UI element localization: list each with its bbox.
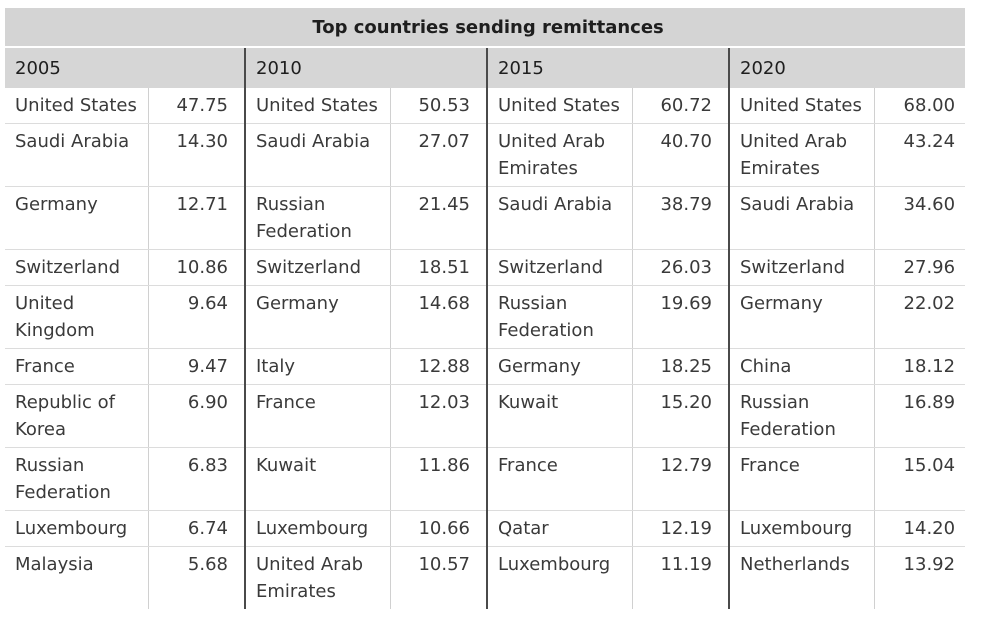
country-cell: Russian Federation xyxy=(5,447,148,511)
country-cell: Saudi Arabia xyxy=(245,123,390,187)
country-cell: China xyxy=(729,348,874,385)
country-cell: Russian Federation xyxy=(729,384,874,448)
value-cell: 19.69 xyxy=(631,285,730,349)
value-cell: 22.02 xyxy=(873,285,965,349)
country-cell: Germany xyxy=(5,186,148,250)
value-cell: 50.53 xyxy=(389,88,488,124)
table-row: Republic of Korea 6.90 France 12.03 Kuwait 15… xyxy=(5,384,965,448)
country-cell: United Kingdom xyxy=(5,285,148,349)
country-cell: Luxembourg xyxy=(729,510,874,547)
value-cell: 47.75 xyxy=(147,88,246,124)
value-cell: 12.71 xyxy=(147,186,246,250)
value-cell: 18.25 xyxy=(631,348,730,385)
table-row: Luxembourg 6.74 Luxembourg 10.66 Qatar 12.19 L… xyxy=(5,510,965,547)
country-cell: Germany xyxy=(487,348,632,385)
value-cell: 12.03 xyxy=(389,384,488,448)
country-cell: Switzerland xyxy=(487,249,632,286)
country-cell: United Arab Emirates xyxy=(729,123,874,187)
year-header: 2015 xyxy=(486,47,729,88)
table-row: France 9.47 Italy 12.88 Germany 18.25 China 18.… xyxy=(5,348,965,385)
country-cell: Kuwait xyxy=(245,447,390,511)
value-cell: 12.79 xyxy=(631,447,730,511)
value-cell: 10.57 xyxy=(389,546,488,609)
value-cell: 10.86 xyxy=(147,249,246,286)
value-cell: 43.24 xyxy=(873,123,965,187)
country-cell: Russian Federation xyxy=(487,285,632,349)
country-cell: Luxembourg xyxy=(498,554,611,575)
remittances-table: Top countries sending remittances 2005 2… xyxy=(5,8,965,609)
value-cell: 38.79 xyxy=(631,186,730,250)
table-row: Germany 12.71 Russian Federation 21.45 Saudi… xyxy=(5,186,965,250)
country-cell: France xyxy=(487,447,632,511)
country-cell: Luxembourg xyxy=(245,510,390,547)
value-cell: 9.47 xyxy=(147,348,246,385)
table-row: United States 47.75 United States 50.53 Unit… xyxy=(5,88,965,124)
value-cell: 40.70 xyxy=(631,123,730,187)
country-cell: Germany xyxy=(245,285,390,349)
year-header: 2005 xyxy=(5,47,245,88)
country-cell: Switzerland xyxy=(5,249,148,286)
country-cell: Malaysia xyxy=(15,554,94,575)
country-cell: United States xyxy=(5,88,148,124)
value-cell: 10.66 xyxy=(389,510,488,547)
country-cell: United Arab Emirates xyxy=(256,554,364,602)
country-cell: United Arab Emirates xyxy=(487,123,632,187)
country-cell: Saudi Arabia xyxy=(729,186,874,250)
country-cell: United States xyxy=(245,88,390,124)
year-header: 2020 xyxy=(727,47,965,88)
table-row: United Kingdom 9.64 Germany 14.68 Russian Fe… xyxy=(5,285,965,349)
country-cell: Saudi Arabia xyxy=(5,123,148,187)
value-cell: 11.19 xyxy=(631,546,730,609)
table-row: Switzerland 10.86 Switzerland 18.51 Switzerl… xyxy=(5,249,965,286)
value-cell: 14.68 xyxy=(389,285,488,349)
value-cell: 60.72 xyxy=(631,88,730,124)
country-cell: Italy xyxy=(245,348,390,385)
value-cell: 15.20 xyxy=(631,384,730,448)
value-cell: 9.64 xyxy=(147,285,246,349)
value-cell: 5.68 xyxy=(147,546,246,609)
country-cell: Saudi Arabia xyxy=(487,186,632,250)
value-cell: 11.86 xyxy=(389,447,488,511)
country-cell: Switzerland xyxy=(245,249,390,286)
table-row: Malaysia 5.68 United Arab Emirates 10.57 Lux… xyxy=(5,546,965,609)
country-cell: Germany xyxy=(729,285,874,349)
value-cell: 14.30 xyxy=(147,123,246,187)
country-cell: Switzerland xyxy=(729,249,874,286)
country-cell: France xyxy=(5,348,148,385)
value-cell: 14.20 xyxy=(873,510,965,547)
value-cell: 6.74 xyxy=(147,510,246,547)
value-cell: 6.90 xyxy=(147,384,246,448)
value-cell: 27.07 xyxy=(389,123,488,187)
value-cell: 68.00 xyxy=(873,88,965,124)
table-body: United States 47.75 United States 50.53 Unit… xyxy=(5,88,965,609)
value-cell: 13.92 xyxy=(873,546,965,609)
value-cell: 21.45 xyxy=(389,186,488,250)
value-cell: 26.03 xyxy=(631,249,730,286)
value-cell: 6.83 xyxy=(147,447,246,511)
country-cell: United States xyxy=(729,88,874,124)
value-cell: 18.51 xyxy=(389,249,488,286)
country-cell: France xyxy=(729,447,874,511)
table-row: Saudi Arabia 14.30 Saudi Arabia 27.07 United… xyxy=(5,123,965,187)
country-cell: France xyxy=(245,384,390,448)
country-cell: United States xyxy=(487,88,632,124)
country-cell: Netherlands xyxy=(740,554,850,575)
value-cell: 18.12 xyxy=(873,348,965,385)
value-cell: 27.96 xyxy=(873,249,965,286)
value-cell: 12.19 xyxy=(631,510,730,547)
value-cell: 16.89 xyxy=(873,384,965,448)
value-cell: 15.04 xyxy=(873,447,965,511)
year-header: 2010 xyxy=(244,47,487,88)
country-cell: Qatar xyxy=(487,510,632,547)
country-cell: Republic of Korea xyxy=(5,384,148,448)
table-title: Top countries sending remittances xyxy=(5,8,965,48)
remittances-table-frame: Top countries sending remittances 2005 2… xyxy=(5,8,965,621)
country-cell: Kuwait xyxy=(487,384,632,448)
country-cell: Russian Federation xyxy=(245,186,390,250)
table-row: Russian Federation 6.83 Kuwait 11.86 France 1… xyxy=(5,447,965,511)
value-cell: 34.60 xyxy=(873,186,965,250)
value-cell: 12.88 xyxy=(389,348,488,385)
country-cell: Luxembourg xyxy=(5,510,148,547)
